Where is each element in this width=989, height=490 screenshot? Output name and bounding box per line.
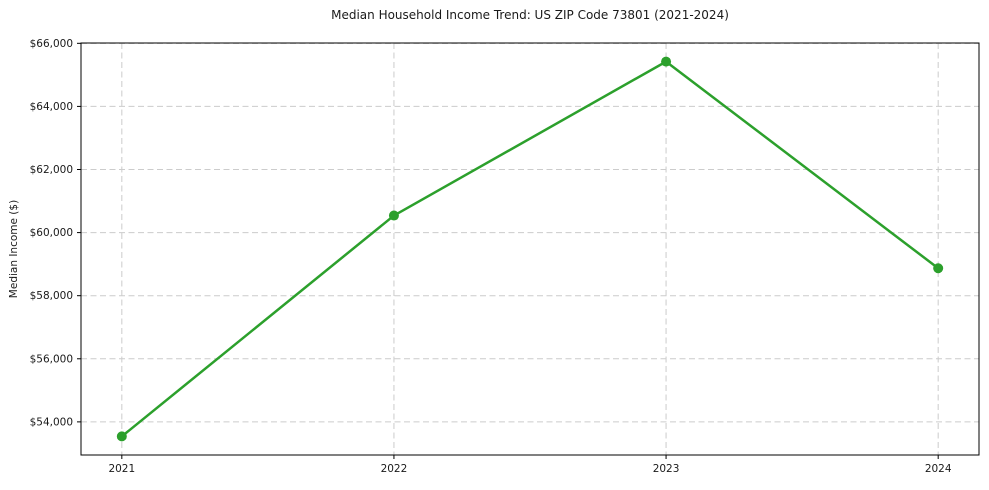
y-tick-label: $62,000 [30,164,73,176]
data-point-2021 [116,431,127,442]
y-tick-label: $56,000 [30,353,73,365]
y-tick-label: $60,000 [30,227,73,239]
chart-title: Median Household Income Trend: US ZIP Co… [331,8,729,22]
y-tick-label: $64,000 [30,101,73,113]
data-point-2024 [933,263,944,274]
x-tick-label: 2024 [925,463,952,475]
x-tick-label: 2022 [381,463,408,475]
y-tick-label: $66,000 [30,38,73,50]
trend-line [120,60,940,438]
x-tick-label: 2021 [108,463,135,475]
y-tick-label: $54,000 [30,416,73,428]
data-point-2022 [388,210,399,221]
x-tick-label: 2023 [653,463,680,475]
data-point-2023 [661,56,672,67]
y-tick-label: $58,000 [30,290,73,302]
plot-frame [80,42,980,456]
